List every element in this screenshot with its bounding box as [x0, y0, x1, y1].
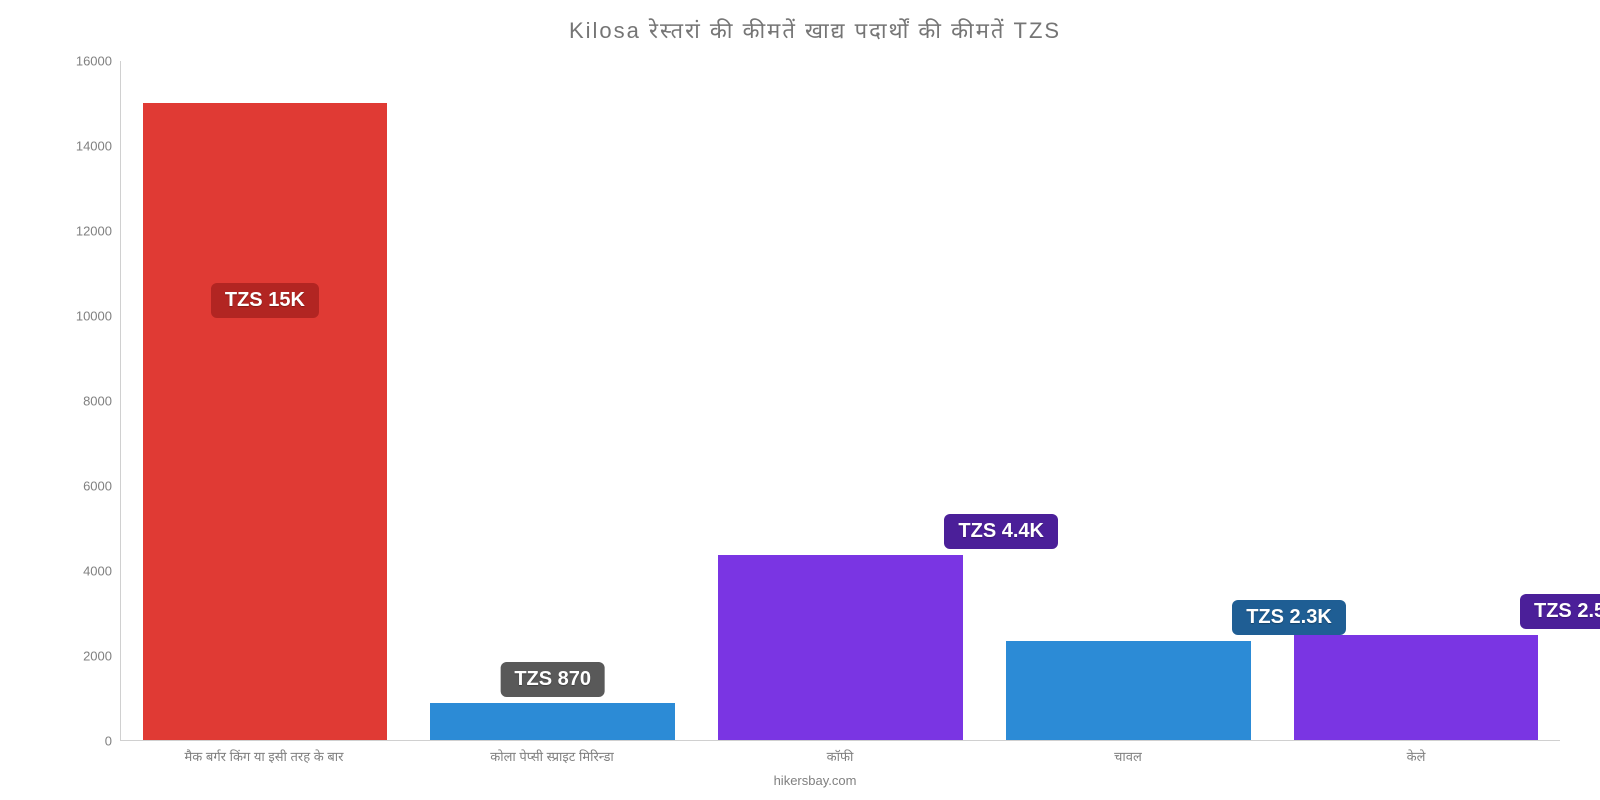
chart-container: Kilosa रेस्तरां की कीमतें खाद्य पदार्थों… [60, 15, 1570, 760]
y-tick-label: 10000 [76, 309, 112, 324]
bar-value-label: TZS 2.5K [1520, 594, 1600, 629]
chart-title: Kilosa रेस्तरां की कीमतें खाद्य पदार्थों… [60, 15, 1570, 45]
bar [1006, 641, 1251, 740]
x-tick-label: कॉफी [696, 747, 984, 765]
bar-slot: TZS 15K [121, 61, 409, 740]
bar [430, 703, 675, 740]
y-tick-label: 14000 [76, 139, 112, 154]
x-tick-label: केले [1272, 747, 1560, 765]
x-axis-labels: मैक बर्गर किंग या इसी तरह के बारकोला पेप… [120, 747, 1560, 765]
bar-slot: TZS 2.3K [984, 61, 1272, 740]
y-tick-label: 8000 [83, 394, 112, 409]
y-tick-label: 16000 [76, 54, 112, 69]
bar-value-label: TZS 15K [211, 283, 319, 318]
y-tick-label: 2000 [83, 649, 112, 664]
bars-region: TZS 15K TZS 870 TZS 4.4KTZS 2.3KTZS 2.5K [120, 61, 1560, 741]
bar-slot: TZS 2.5K [1272, 61, 1560, 740]
bar-slot: TZS 870 [409, 61, 697, 740]
plot-area: 0200040006000800010000120001400016000 TZ… [120, 61, 1560, 741]
y-tick-label: 6000 [83, 479, 112, 494]
y-axis: 0200040006000800010000120001400016000 [60, 61, 120, 741]
x-tick-label: मैक बर्गर किंग या इसी तरह के बार [120, 747, 408, 765]
y-tick-label: 0 [105, 734, 112, 749]
x-tick-label: कोला पेप्सी स्प्राइट मिरिन्डा [408, 747, 696, 765]
x-tick-label: चावल [984, 747, 1272, 765]
y-tick-label: 4000 [83, 564, 112, 579]
bar [718, 555, 963, 740]
bar-slot: TZS 4.4K [697, 61, 985, 740]
bar [1294, 635, 1539, 740]
bar-value-label: TZS 870 [500, 662, 605, 697]
bar: TZS 15K [143, 103, 388, 741]
chart-footer: hikersbay.com [60, 773, 1570, 788]
y-tick-label: 12000 [76, 224, 112, 239]
